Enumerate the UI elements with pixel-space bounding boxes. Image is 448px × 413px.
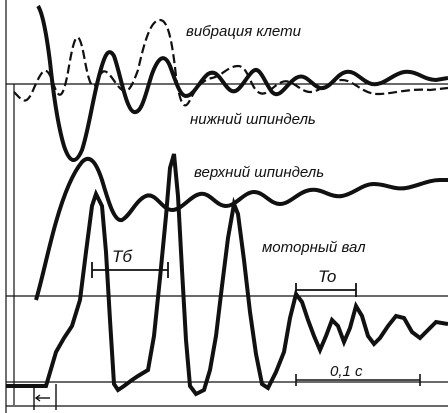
period-o-marker: [295, 283, 357, 297]
stand-vibration-trace: [13, 18, 448, 107]
stand-vibration-label: вибрация клети: [186, 23, 302, 40]
period-o-label: To: [318, 267, 336, 286]
lower-spindle-trace: [36, 4, 448, 162]
period-b-marker: [91, 262, 169, 278]
motor-shaft-trace: [6, 153, 448, 397]
upper-spindle-label: верхний шпиндель: [194, 164, 324, 181]
lower-spindle-label: нижний шпиндель: [190, 111, 316, 128]
period-b-label: Tб: [112, 247, 133, 266]
time-scale-marker: [295, 374, 421, 386]
offset-marker: [33, 384, 57, 410]
upper-spindle-trace: [34, 156, 448, 301]
offset-marker-arrow: [34, 394, 41, 402]
motor-shaft-label: моторный вал: [262, 239, 366, 256]
time-scale-label: 0,1 с: [330, 363, 363, 380]
